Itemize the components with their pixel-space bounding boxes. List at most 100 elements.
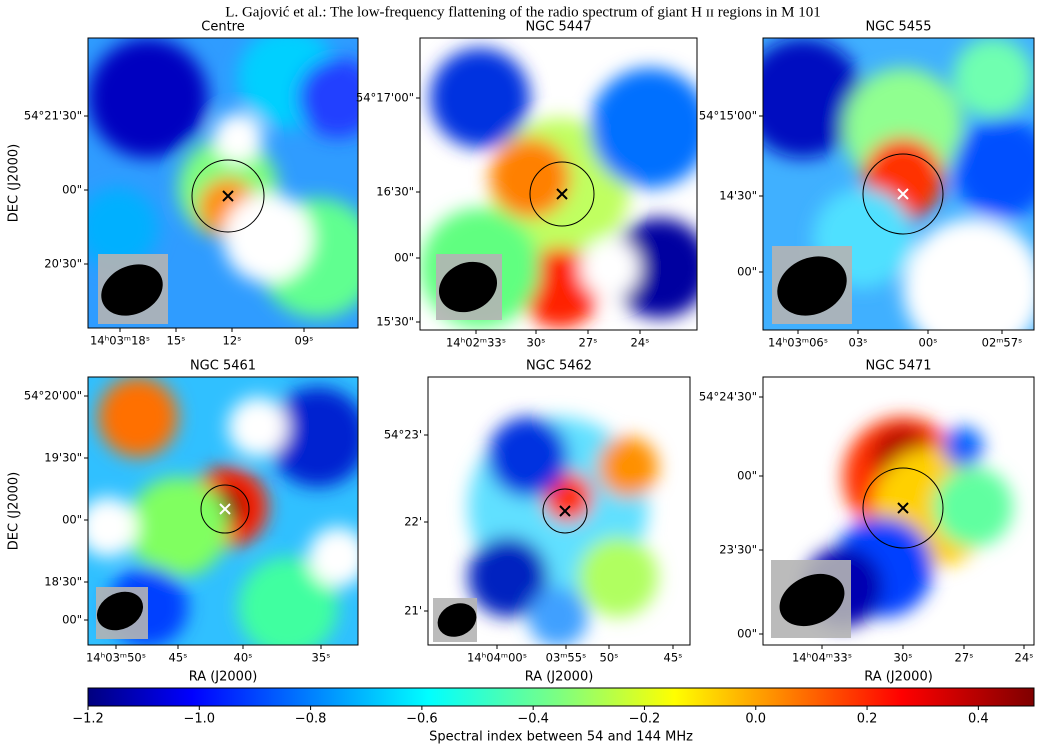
aperture xyxy=(529,161,595,227)
y-tick-label: 00" xyxy=(737,265,757,279)
panel-title: NGC 5455 xyxy=(865,20,931,35)
map-blob xyxy=(598,437,658,497)
colorbar-tick-label: −0.8 xyxy=(295,712,327,727)
y-tick-label: 14'30" xyxy=(719,189,757,203)
y-tick-label: 00" xyxy=(737,469,757,483)
frame xyxy=(762,376,1035,646)
aperture xyxy=(200,484,250,534)
panel-title: NGC 5462 xyxy=(526,359,592,374)
x-tick-label: 15ˢ xyxy=(167,334,186,348)
y-tick-label: 00" xyxy=(62,613,82,627)
colorbar-tick-label: −1.2 xyxy=(72,712,104,727)
map-blob xyxy=(308,527,358,587)
y-tick-label: 00" xyxy=(62,513,82,527)
y-tick-label: 21' xyxy=(404,604,422,618)
x-tick-label: 45ˢ xyxy=(664,651,683,665)
x-tick-label: 14ʰ02ᵐ33ˢ xyxy=(446,336,506,350)
y-tick-label: 23'30" xyxy=(719,543,757,557)
x-tick-label: 35ˢ xyxy=(312,651,331,665)
map-blob xyxy=(223,193,313,283)
colorbar-tick-label: 0.4 xyxy=(968,712,989,727)
y-tick-label: 54°24'30" xyxy=(699,390,757,404)
colorbar-tick-label: −0.6 xyxy=(406,712,438,727)
map-blobs xyxy=(468,417,658,645)
beam xyxy=(101,264,163,316)
y-tick-label: 00" xyxy=(62,183,82,197)
x-tick-label: 09ˢ xyxy=(295,334,314,348)
y-tick-label: 54°17'00" xyxy=(356,91,414,105)
frame xyxy=(419,37,698,331)
y-tick-label: 19'30" xyxy=(44,451,82,465)
map-blob xyxy=(298,58,358,138)
x-tick-label: 03ᵐ55ˢ xyxy=(546,651,587,665)
centre-cross xyxy=(897,188,909,200)
x-tick-label: 12ˢ xyxy=(223,334,242,348)
x-tick-label: 24ˢ xyxy=(631,336,650,350)
map-blob xyxy=(580,238,640,298)
map-blob xyxy=(763,38,863,158)
y-tick-label: 54°23' xyxy=(384,428,422,442)
map-blob xyxy=(953,118,1034,218)
y-axis-label: DEC (J2000) xyxy=(7,472,22,551)
map-blob xyxy=(528,587,588,645)
x-tick-label: 30ˢ xyxy=(894,651,913,665)
centre-cross xyxy=(559,505,571,517)
x-tick-label: 24ˢ xyxy=(1015,651,1034,665)
colorbar-tick-label: −0.4 xyxy=(517,712,549,727)
x-axis-label: RA (J2000) xyxy=(189,670,258,685)
frame xyxy=(87,37,359,329)
x-tick-label: 14ʰ04ᵐ33ˢ xyxy=(792,651,852,665)
x-tick-label: 03ˢ xyxy=(849,336,868,350)
x-tick-label: 14ʰ03ᵐ06ˢ xyxy=(768,336,828,350)
map-blob xyxy=(228,397,288,457)
map-blob xyxy=(88,188,158,268)
panel-title: NGC 5447 xyxy=(525,20,591,35)
centre-cross xyxy=(556,188,568,200)
map-blob xyxy=(238,557,338,645)
map-blob xyxy=(268,387,358,487)
y-tick-label: 54°20'00" xyxy=(24,389,82,403)
y-tick-label: 20'30" xyxy=(44,257,82,271)
panel-title: NGC 5471 xyxy=(865,359,931,374)
aperture xyxy=(862,467,944,549)
colorbar xyxy=(87,687,1035,707)
x-axis-label: RA (J2000) xyxy=(525,670,594,685)
x-tick-label: 50ˢ xyxy=(600,651,619,665)
map-blob xyxy=(903,218,1034,330)
x-axis-label: RA (J2000) xyxy=(864,670,933,685)
centre-cross xyxy=(222,190,234,202)
centre-cross xyxy=(219,503,231,515)
y-tick-label: 00" xyxy=(737,627,757,641)
aperture xyxy=(542,488,588,534)
colorbar-label: Spectral index between 54 and 144 MHz xyxy=(429,730,693,745)
x-tick-label: 27ˢ xyxy=(579,336,598,350)
x-tick-label: 27ˢ xyxy=(955,651,974,665)
map-image xyxy=(428,377,690,645)
map-image xyxy=(88,377,358,645)
x-tick-label: 14ʰ03ᵐ50ˢ xyxy=(86,651,146,665)
map-blob xyxy=(430,48,530,148)
beam xyxy=(779,573,845,627)
map-blob xyxy=(490,138,570,218)
page-header: L. Gajović et al.: The low-frequency fla… xyxy=(225,4,820,20)
beam xyxy=(96,591,144,631)
x-tick-label: 45ˢ xyxy=(169,651,188,665)
y-axis-label: DEC (J2000) xyxy=(7,144,22,223)
panel-title: NGC 5461 xyxy=(190,359,256,374)
x-tick-label: 00ˢ xyxy=(919,336,938,350)
map-blob xyxy=(953,38,1033,118)
aperture xyxy=(191,159,265,233)
map-blobs xyxy=(88,38,358,318)
y-tick-label: 54°21'30" xyxy=(24,109,82,123)
x-tick-label: 30ˢ xyxy=(527,336,546,350)
map-image xyxy=(88,38,358,328)
map-blob xyxy=(88,497,138,557)
map-blob xyxy=(578,537,658,617)
colorbar-tick-label: −1.0 xyxy=(184,712,216,727)
map-blob xyxy=(88,38,208,158)
beam xyxy=(438,261,498,313)
map-blob xyxy=(610,218,697,318)
map-blob xyxy=(98,377,178,457)
colorbar-tick-label: 0.2 xyxy=(857,712,878,727)
